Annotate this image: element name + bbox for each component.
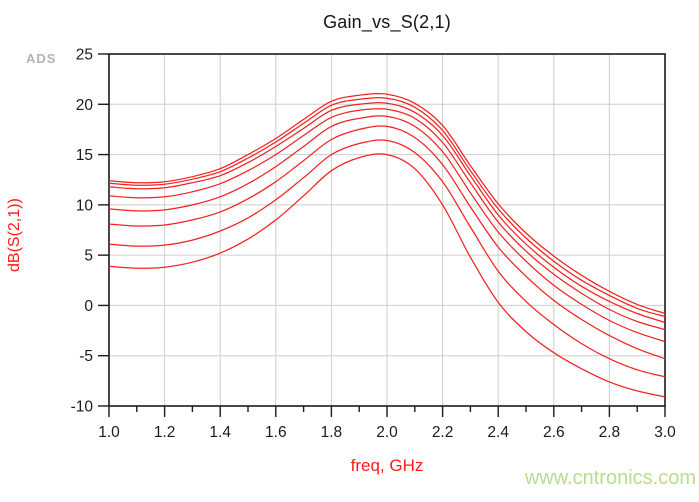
- y-tick-labels: -10 -5 0 5 10 15 20 25: [71, 47, 94, 416]
- curve-gain_sweep_2: [108, 97, 666, 318]
- svg-text:2.8: 2.8: [599, 424, 621, 441]
- curve-gain_sweep_8: [108, 153, 666, 398]
- svg-text:1.8: 1.8: [321, 424, 343, 441]
- svg-text:15: 15: [76, 147, 93, 164]
- svg-text:5: 5: [84, 248, 93, 265]
- curve-gain_sweep_6: [108, 125, 666, 360]
- svg-text:2.6: 2.6: [543, 424, 565, 441]
- watermark-text: www.cntronics.com: [524, 467, 696, 489]
- curve-gain_sweep_7: [108, 139, 666, 378]
- svg-text:20: 20: [76, 97, 94, 114]
- svg-text:1.4: 1.4: [209, 424, 231, 441]
- x-tick-labels: 1.0 1.2 1.4 1.6 1.8 2.0 2.2 2.4 2.6 2.8 3.0: [98, 424, 676, 441]
- chart-title: Gain_vs_S(2,1): [323, 12, 451, 32]
- ads-logo: ADS: [26, 51, 57, 66]
- svg-text:1.0: 1.0: [98, 424, 120, 441]
- svg-text:2.0: 2.0: [376, 424, 398, 441]
- tick-marks: [98, 53, 666, 417]
- curve-gain_sweep_1: [108, 93, 666, 315]
- svg-text:2.4: 2.4: [487, 424, 509, 441]
- svg-text:1.2: 1.2: [154, 424, 176, 441]
- svg-text:0: 0: [84, 298, 93, 315]
- grid-layer: [109, 54, 665, 406]
- svg-text:1.6: 1.6: [265, 424, 287, 441]
- svg-text:10: 10: [76, 197, 94, 214]
- x-axis-label: freq, GHz: [350, 456, 424, 475]
- svg-text:3.0: 3.0: [654, 424, 676, 441]
- svg-text:2.2: 2.2: [432, 424, 454, 441]
- svg-text:25: 25: [76, 47, 93, 64]
- curve-gain_sweep_5: [108, 115, 666, 343]
- curve-gain_sweep_4: [108, 108, 666, 331]
- svg-text:-5: -5: [79, 348, 93, 365]
- svg-text:-10: -10: [71, 399, 94, 416]
- curve-gain_sweep_3: [108, 102, 666, 324]
- curve-layer: [108, 93, 666, 398]
